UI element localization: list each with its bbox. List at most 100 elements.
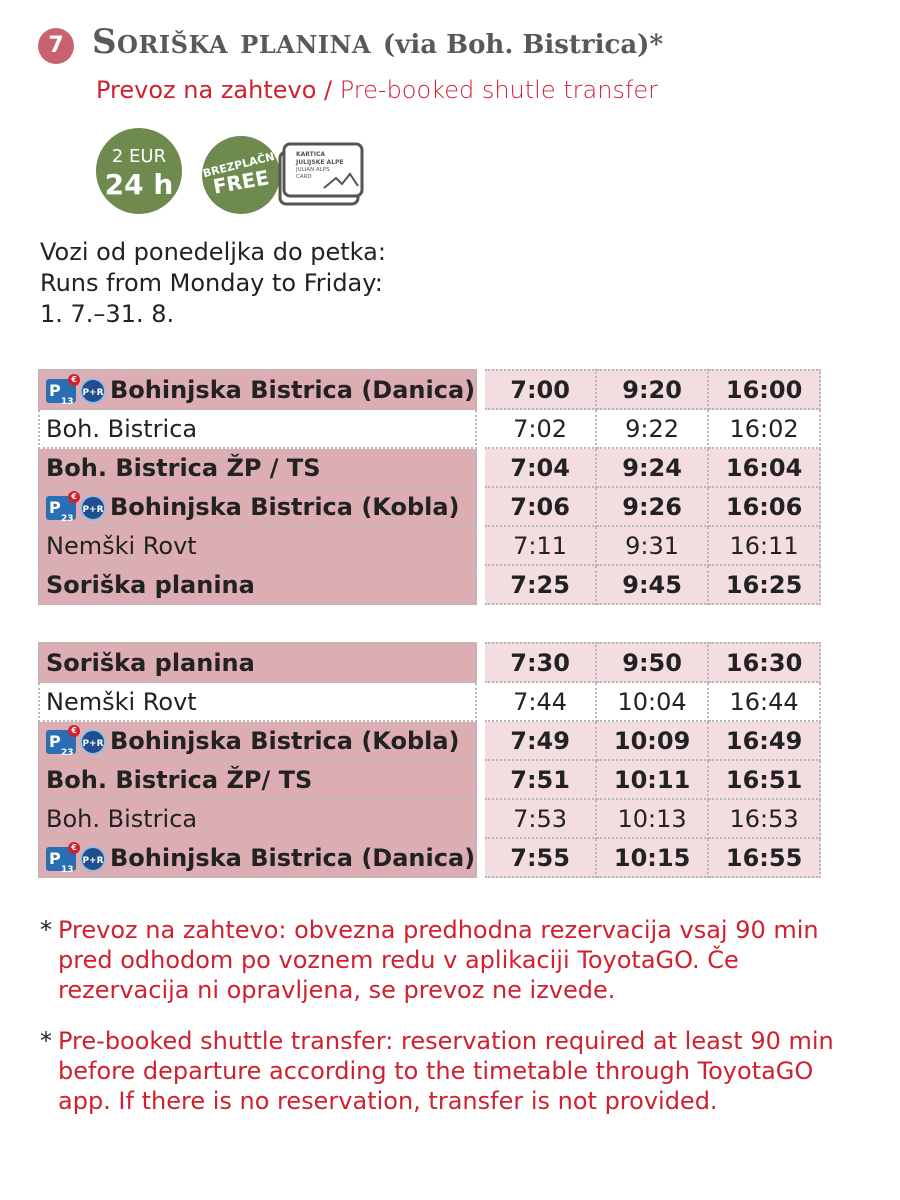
parking-icon: P 13 € <box>46 841 80 875</box>
departure-time: 7:55 <box>485 839 598 878</box>
note-en-text: Pre-booked shuttle transfer: reservation… <box>58 1027 834 1115</box>
table-row: Boh. Bistrica 7:53 10:13 16:53 <box>38 800 822 839</box>
stop-cell: P 13 € P+R Bohinjska Bistrica (Danica) <box>38 839 478 878</box>
euro-icon: € <box>68 841 80 854</box>
stop-name: Bohinjska Bistrica (Kobla) <box>110 492 460 521</box>
parking-letter: P <box>49 731 61 751</box>
departure-time: 7:51 <box>485 761 598 800</box>
departure-time: 16:49 <box>709 722 822 761</box>
departure-time: 7:04 <box>485 449 598 488</box>
column-gap <box>477 369 486 410</box>
stop-name: Boh. Bistrica ŽP/ TS <box>46 765 313 794</box>
departure-time: 16:55 <box>709 839 822 878</box>
parking-icon: P 13 € <box>46 373 80 407</box>
departure-time: 16:51 <box>709 761 822 800</box>
stop-cell: Nemški Rovt <box>38 683 478 722</box>
park-and-ride-icon: P+R <box>80 845 106 872</box>
departure-time: 10:13 <box>597 800 710 839</box>
table-row: Nemški Rovt 7:11 9:31 16:11 <box>38 527 822 566</box>
stop-cell: Nemški Rovt <box>38 527 478 566</box>
column-gap <box>477 839 486 878</box>
note-si: * Prevoz na zahtevo: obvezna predhodna r… <box>40 915 840 1005</box>
departure-time: 10:09 <box>597 722 710 761</box>
column-gap <box>477 722 486 761</box>
card-text-4: CARD <box>296 174 312 180</box>
stop-cell: Boh. Bistrica <box>38 410 478 449</box>
parking-lot-number: 23 <box>61 747 74 758</box>
departure-time: 7:02 <box>485 410 598 449</box>
departure-time: 10:15 <box>597 839 710 878</box>
column-gap <box>477 527 486 566</box>
stop-cell: Soriška planina <box>38 642 478 683</box>
departure-time: 7:30 <box>485 642 598 683</box>
euro-icon: € <box>68 490 80 503</box>
departure-time: 9:31 <box>597 527 710 566</box>
column-gap <box>477 642 486 683</box>
departure-time: 16:25 <box>709 566 822 605</box>
subtitle-en: Pre-booked shutle transfer <box>339 76 659 104</box>
departure-time: 7:06 <box>485 488 598 527</box>
price-amount: 2 EUR <box>111 146 167 167</box>
parking-lot-number: 23 <box>61 513 74 524</box>
table-row: P 13 € P+R Bohinjska Bistrica (Danica) 7:55 10… <box>38 839 822 878</box>
table-row: Boh. Bistrica ŽP / TS 7:04 9:24 16:04 <box>38 449 822 488</box>
subtitle-si: Prevoz na zahtevo / <box>96 76 333 104</box>
title-via: (via Boh. Bistrica)* <box>382 30 664 60</box>
stop-cell: P 23 € P+R Bohinjska Bistrica (Kobla) <box>38 722 478 761</box>
departure-time: 16:04 <box>709 449 822 488</box>
departure-time: 16:11 <box>709 527 822 566</box>
departure-time: 16:44 <box>709 683 822 722</box>
runs-text-en: Runs from Monday to Friday: <box>40 269 383 297</box>
column-gap <box>477 761 486 800</box>
parking-letter: P <box>49 848 61 868</box>
departure-time: 16:53 <box>709 800 822 839</box>
departure-time: 16:30 <box>709 642 822 683</box>
card-text-2: JULIJSKE ALPE <box>295 159 344 166</box>
asterisk: * <box>40 1027 52 1055</box>
parking-letter: P <box>49 497 61 517</box>
stop-cell: Boh. Bistrica ŽP / TS <box>38 449 478 488</box>
table-row: Soriška planina 7:25 9:45 16:25 <box>38 566 822 605</box>
price-duration: 24 h <box>104 168 174 201</box>
stop-name: Soriška planina <box>46 648 255 677</box>
table-row: Nemški Rovt 7:44 10:04 16:44 <box>38 683 822 722</box>
parking-icon: P 23 € <box>46 490 80 524</box>
departure-time: 9:20 <box>597 369 710 410</box>
stop-cell: Boh. Bistrica ŽP/ TS <box>38 761 478 800</box>
column-gap <box>477 800 486 839</box>
title-main: Soriška planina <box>92 22 372 62</box>
parking-lot-number: 13 <box>61 396 74 407</box>
column-gap <box>477 449 486 488</box>
park-and-ride-icon: P+R <box>80 494 106 521</box>
column-gap <box>477 410 486 449</box>
euro-icon: € <box>68 373 80 386</box>
stop-name: Soriška planina <box>46 570 255 599</box>
stop-name: Boh. Bistrica ŽP / TS <box>46 453 321 482</box>
stop-name: Bohinjska Bistrica (Danica) <box>110 375 476 404</box>
card-text-1: KARTICA <box>296 151 325 158</box>
subtitle: Prevoz na zahtevo / Pre-booked shutle tr… <box>96 76 658 104</box>
departure-time: 10:04 <box>597 683 710 722</box>
departure-time: 7:00 <box>485 369 598 410</box>
stop-cell: P 13 € P+R Bohinjska Bistrica (Danica) <box>38 369 478 410</box>
note-si-text: Prevoz na zahtevo: obvezna predhodna rez… <box>58 916 819 1004</box>
departure-time: 9:45 <box>597 566 710 605</box>
table-row: P 23 € P+R Bohinjska Bistrica (Kobla) 7:49 10:… <box>38 722 822 761</box>
departure-time: 9:24 <box>597 449 710 488</box>
card-text-3: JULIAN ALPS <box>295 167 330 173</box>
table-row: P 13 € P+R Bohinjska Bistrica (Danica) 7:00 9:… <box>38 369 822 410</box>
parking-letter: P <box>49 380 61 400</box>
route-number-badge: 7 <box>38 28 74 64</box>
asterisk: * <box>40 916 52 944</box>
page-title: Soriška planina (via Boh. Bistrica)* <box>92 22 663 62</box>
departure-time: 7:11 <box>485 527 598 566</box>
departure-time: 16:00 <box>709 369 822 410</box>
free-badge: BREZPLAČNO FREE <box>202 136 285 214</box>
schedule-info: Vozi od ponedeljka do petka: Runs from M… <box>40 237 386 330</box>
departure-time: 10:11 <box>597 761 710 800</box>
timetable-outbound: P 13 € P+R Bohinjska Bistrica (Danica) 7:00 9:… <box>38 369 822 605</box>
stop-cell: Soriška planina <box>38 566 478 605</box>
departure-time: 9:50 <box>597 642 710 683</box>
table-row: Boh. Bistrica ŽP/ TS 7:51 10:11 16:51 <box>38 761 822 800</box>
departure-time: 7:25 <box>485 566 598 605</box>
